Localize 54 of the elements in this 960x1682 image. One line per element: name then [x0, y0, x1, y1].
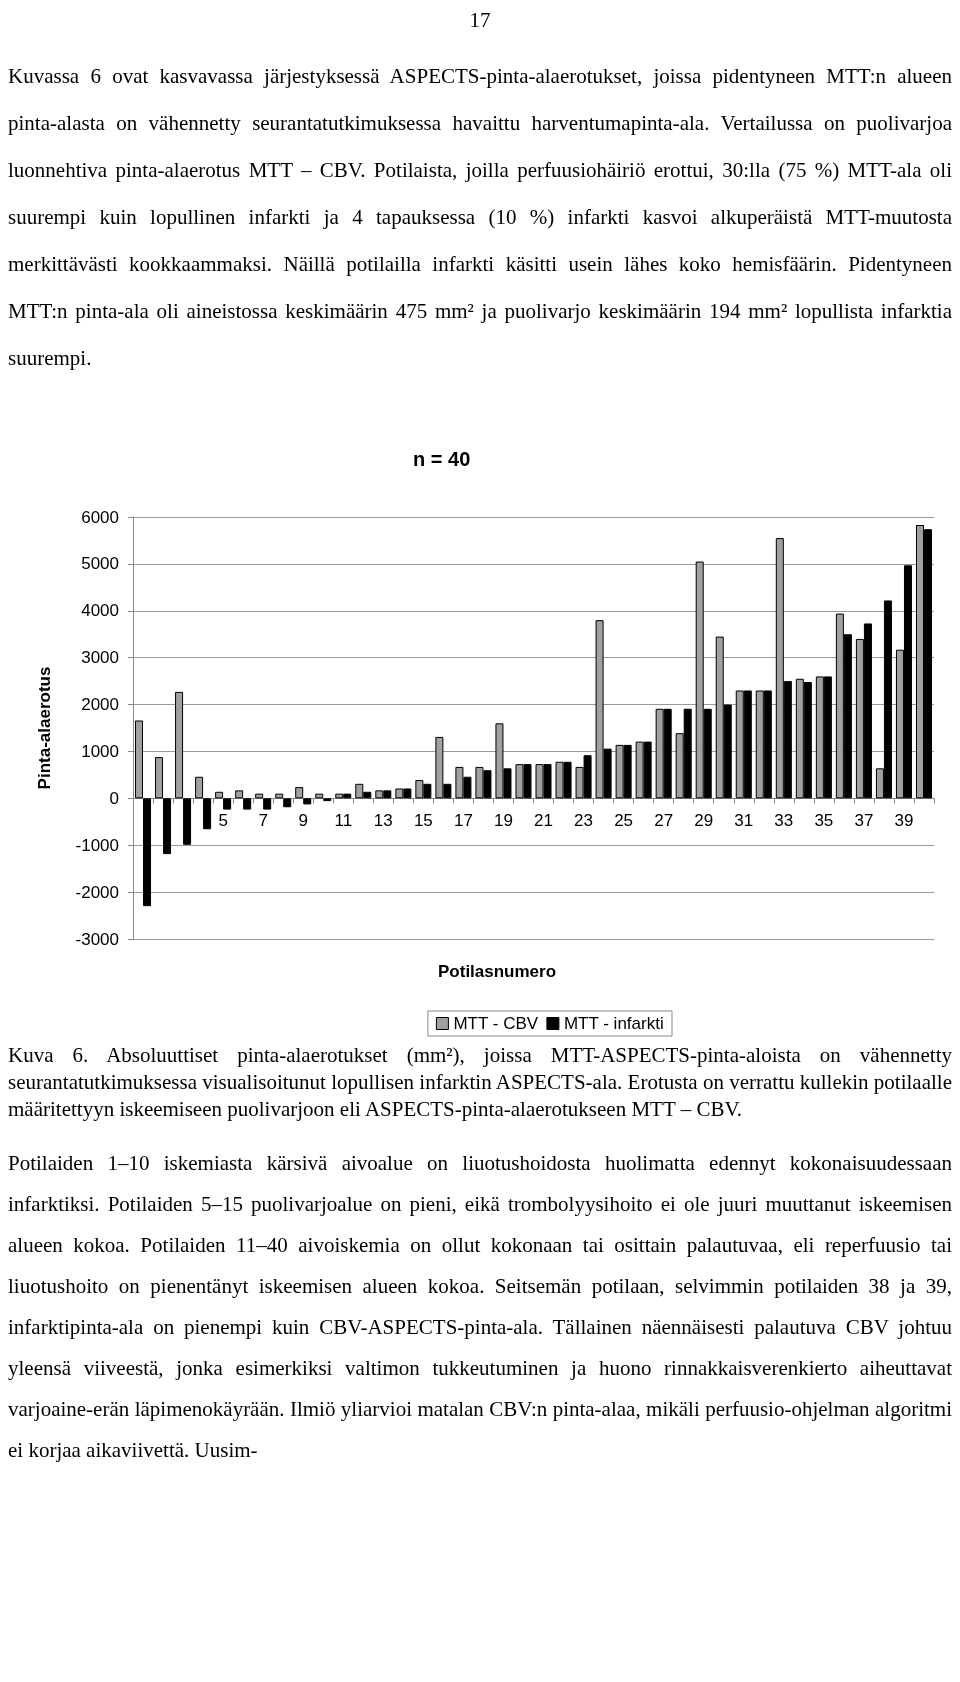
y-tick-label: -1000 — [75, 835, 119, 855]
x-tick-label: 15 — [413, 811, 433, 831]
x-tick-label: 21 — [534, 811, 553, 831]
x-tick-label: 37 — [854, 811, 874, 831]
text: Potilaiden 1–10 iskemiasta kärsivä aivoalue on liuotushoidosta huolimatta edennyt kokonaisuudessaan infarktiksi. Potilaiden 5–15 puolivarjoalue on pieni, eikä trombolyysihoito ei ole juuri muuttanut iskeemisen alueen kokoa. Potilaiden 11–40 aivoiskemia on ollut kokonaan tai osittain palautuvaa, eli reperfuusio tai liuotushoito on pienentänyt iskeemisen alueen kokoa. Seitsemän potilaan, selvimmin potilaiden 38 ja 39, infarktipinta-ala on pienempi kuin CBV-ASPECTS-pinta-ala. Tällainen näennäisesti palautuva CBV johtuu yleensä viiveestä, jonka esimerkiksi valtimon tukkeutuminen ja huono rinnakkaisverenkierto aiheuttavat varjoaine-erän läpimenokäyrään. Ilmiö yliarvioi matalan CBV:n pinta-alaa, mikäli perfuusio-ohjelman algoritmi ei korjaa aikaviivettä. Uusim- — [8, 1150, 952, 1464]
bar — [223, 798, 232, 810]
bar — [295, 787, 304, 799]
bar — [163, 798, 172, 855]
text: 17 — [468, 8, 492, 33]
x-tick-label: 19 — [494, 811, 513, 831]
bar — [155, 757, 164, 799]
text: Kuvassa 6 ovat kasvavassa järjestyksessä ASPECTS-pinta-alaerotukset, joissa pidentyneen MTT:n alueen pinta-alasta on vähennetty seurantatutkimuksessa havaittu harventumapinta-ala. Vertailussa on puolivarjoa luonnehtiva pinta-alaerotus MTT – CBV. Potilaista, joilla perfuusiohäiriö erottui, 30:lla (75 %) MTT-ala oli suurempi kuin lopullinen infarkti ja 4 tapauksessa (10 %) infarkti kasvoi alkuperäistä MTT-muutosta merkittävästi kookkaammaksi. Näillä potilailla infarkti käsitti usein lähes koko hemisfäärin. Pidentyneen MTT:n pinta-ala oli aineistossa keskimäärin 475 mm² ja puolivarjo keskimäärin 194 mm² lopullista infarktia suurempi. — [8, 63, 952, 372]
y-tick-label: 0 — [109, 788, 119, 808]
y-tick-label: 4000 — [81, 601, 119, 621]
x-tick-label: 25 — [614, 811, 634, 831]
legend-label: MTT - CBV — [453, 1014, 539, 1033]
bar — [275, 793, 284, 799]
x-tick-label: 35 — [814, 811, 834, 831]
x-tick-label: 5 — [218, 811, 228, 831]
x-tick-label: 27 — [654, 811, 674, 831]
bar — [243, 798, 252, 810]
x-tick-label: 13 — [373, 811, 393, 831]
bar — [283, 798, 292, 808]
y-tick-label: -2000 — [75, 882, 119, 902]
bar — [143, 798, 152, 907]
bar — [183, 798, 192, 845]
y-tick-label: -3000 — [75, 929, 119, 949]
y-tick-label: 2000 — [81, 695, 119, 715]
chart-title: n = 40 — [413, 448, 471, 470]
bar — [255, 793, 264, 799]
legend-label: MTT - infarkti — [563, 1014, 664, 1033]
x-tick-label: 7 — [258, 811, 268, 831]
x-tick-label: 29 — [694, 811, 714, 831]
y-tick-label: 3000 — [81, 648, 119, 668]
x-tick-label: 11 — [334, 811, 353, 831]
y-tick-label: 5000 — [81, 554, 119, 574]
y-tick-label: 1000 — [81, 741, 119, 761]
bar — [303, 798, 312, 805]
x-tick-label: 31 — [734, 811, 754, 831]
bar — [215, 791, 224, 799]
x-tick-label: 33 — [774, 811, 794, 831]
bar — [263, 798, 272, 810]
bar — [315, 793, 324, 799]
bar — [235, 790, 244, 799]
y-tick-label: 6000 — [81, 507, 119, 527]
y-axis-title: Pinta-alaerotus — [35, 666, 54, 790]
x-axis-title: Potilasnumero — [438, 962, 557, 981]
x-tick-label: 23 — [574, 811, 594, 831]
bar — [195, 776, 204, 799]
text: Kuva 6. Absoluuttiset pinta-alaerotukset (mm²), joissa MTT-ASPECTS-pinta-aloista on vähennetty seurantatutkimuksessa visualisoitunut lopullisen infarktin ASPECTS-ala. Erotusta on verrattu kullekin potilaalle määritettyyn iskeemiseen puolivarjoon eli ASPECTS-pinta-alaerotukseen MTT – CBV. — [8, 1042, 952, 1123]
x-tick-label: 9 — [298, 811, 308, 831]
bar — [203, 798, 212, 830]
x-tick-label: 17 — [453, 811, 473, 831]
x-tick-label: 39 — [894, 811, 914, 831]
